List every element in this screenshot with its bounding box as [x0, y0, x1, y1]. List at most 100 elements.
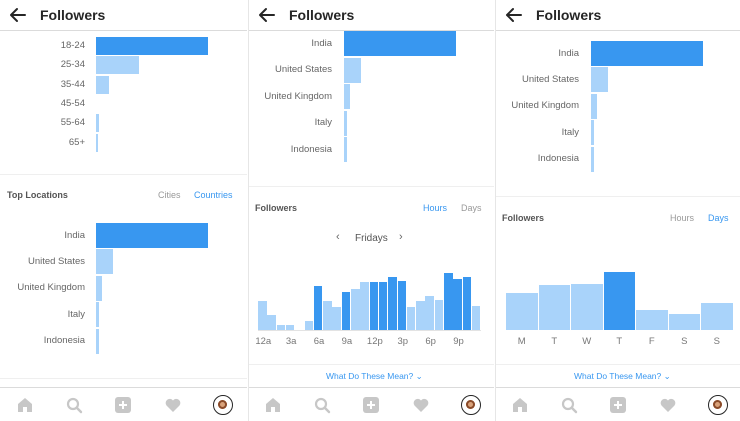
page-title: Followers: [40, 7, 106, 23]
home-icon[interactable]: [16, 396, 34, 414]
hour-bar: [434, 300, 444, 330]
bottom-tab-bar: [249, 387, 494, 421]
tab-cities[interactable]: Cities: [158, 190, 181, 200]
search-icon[interactable]: [313, 396, 331, 414]
chevron-left-icon[interactable]: ‹: [336, 231, 340, 243]
hour-bar: [276, 325, 286, 330]
hour-bar: [462, 277, 472, 330]
hour-bar: [378, 282, 388, 330]
hour-bar: [388, 277, 397, 330]
hour-bar: [416, 301, 425, 330]
bar-label: India: [64, 229, 85, 241]
top-locations-title: Top Locations: [7, 190, 68, 200]
divider: [496, 196, 740, 197]
heart-icon[interactable]: [164, 396, 182, 414]
bar-label: Indonesia: [43, 335, 85, 347]
bar: [96, 114, 99, 133]
day-selector: Fridays: [355, 233, 388, 244]
tab-hours[interactable]: Hours: [423, 203, 448, 213]
bar: [96, 75, 109, 94]
profile-avatar[interactable]: [461, 395, 481, 415]
x-tick-label: 12p: [366, 336, 383, 347]
bar-label: 35-44: [60, 78, 85, 90]
search-icon[interactable]: [560, 396, 578, 414]
arrow-left-icon[interactable]: [257, 5, 277, 25]
bottom-tab-bar: [496, 387, 740, 421]
bar-label: India: [558, 47, 579, 59]
hour-bar: [453, 279, 462, 330]
page-title: Followers: [536, 7, 602, 23]
x-tick-label: F: [648, 336, 655, 347]
hour-bar: [351, 289, 360, 330]
day-bar: [701, 303, 733, 330]
help-link[interactable]: What Do These Mean? ⌄: [574, 371, 671, 381]
x-tick-label: 6a: [313, 336, 325, 347]
bar: [96, 133, 98, 152]
x-tick-label: W: [582, 336, 592, 347]
divider: [0, 174, 247, 175]
bar-label: United States: [27, 255, 85, 267]
chevron-right-icon[interactable]: ›: [399, 231, 403, 243]
hour-bar: [444, 273, 453, 330]
arrow-left-icon[interactable]: [504, 5, 524, 25]
panel-locations-and-hours: Followers India United States United Kingd…: [248, 0, 494, 421]
bar: [344, 84, 350, 110]
heart-icon[interactable]: [659, 396, 677, 414]
hour-bar: [304, 321, 313, 330]
heart-icon[interactable]: [412, 396, 430, 414]
hour-bar: [406, 307, 416, 330]
hour-bar: [471, 306, 481, 330]
x-tick-label: 9a: [341, 336, 353, 347]
tab-hours[interactable]: Hours: [670, 213, 695, 223]
tab-days[interactable]: Days: [708, 213, 729, 223]
search-icon[interactable]: [65, 396, 83, 414]
bar-label: 65+: [68, 136, 85, 148]
day-bar: [538, 285, 570, 330]
followers-section-title: Followers: [255, 203, 298, 213]
hour-bar: [341, 292, 351, 330]
followers-section-title: Followers: [502, 213, 545, 223]
x-tick-label: T: [551, 336, 558, 347]
bar-label: 25-34: [60, 59, 85, 71]
bar-label: United States: [521, 73, 579, 85]
bar-label: Indonesia: [537, 153, 579, 165]
tab-countries[interactable]: Countries: [194, 190, 233, 200]
tab-days[interactable]: Days: [461, 203, 482, 213]
hour-bar: [285, 325, 295, 330]
bar: [96, 275, 102, 301]
header: Followers: [249, 0, 494, 31]
day-bar: [571, 284, 603, 330]
x-tick-label: 9p: [453, 336, 464, 347]
bar-label: United States: [274, 64, 332, 76]
arrow-left-icon[interactable]: [8, 5, 28, 25]
home-icon[interactable]: [511, 396, 529, 414]
x-tick-label: S: [713, 336, 720, 347]
day-bar: [668, 314, 700, 330]
hour-bar: [425, 296, 434, 330]
bar-label: United Kingdom: [17, 282, 85, 294]
add-post-icon[interactable]: [362, 396, 380, 414]
x-axis: [258, 330, 482, 331]
add-post-icon[interactable]: [609, 396, 627, 414]
bar-label: 55-64: [60, 117, 85, 129]
help-link[interactable]: What Do These Mean? ⌄: [326, 371, 423, 381]
x-tick-label: 3a: [285, 336, 297, 347]
divider: [249, 186, 494, 187]
bar: [96, 56, 139, 75]
bar-label: Indonesia: [290, 143, 332, 155]
profile-avatar[interactable]: [213, 395, 233, 415]
bar: [591, 41, 703, 66]
hour-bar: [397, 281, 406, 330]
panel-age-and-locations: Followers 18-24 25-34 35-44 45-54 55-64 65+ T…: [0, 0, 247, 421]
header: Followers: [0, 0, 247, 31]
bar-label: United Kingdom: [511, 100, 579, 112]
home-icon[interactable]: [264, 396, 282, 414]
day-bar: [506, 293, 538, 330]
bar: [96, 37, 208, 55]
divider: [496, 364, 740, 365]
bar: [591, 120, 594, 146]
profile-avatar[interactable]: [708, 395, 728, 415]
divider: [0, 378, 247, 379]
add-post-icon[interactable]: [114, 396, 132, 414]
divider: [249, 364, 494, 365]
